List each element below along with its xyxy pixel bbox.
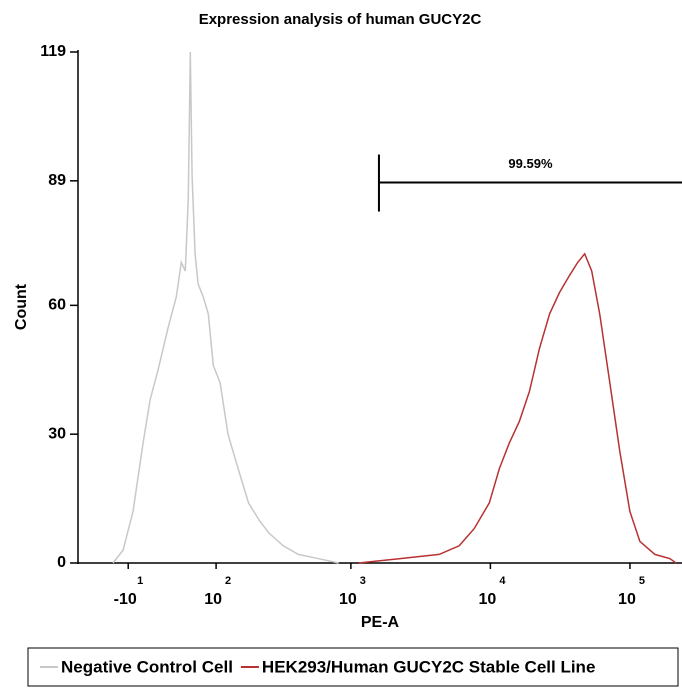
x-tick-label: 10 [204, 591, 222, 608]
x-tick-label: -10 [114, 591, 137, 608]
x-tick-label: 10 [339, 591, 357, 608]
y-tick-label: 89 [48, 172, 66, 189]
y-tick-label: 0 [57, 554, 66, 571]
x-tick-exponent: 3 [360, 575, 366, 587]
histogram-line [112, 51, 339, 564]
legend-label: HEK293/Human GUCY2C Stable Cell Line [262, 657, 595, 676]
legend-label: Negative Control Cell [61, 657, 233, 676]
gate-label: 99.59% [508, 156, 553, 171]
x-tick-label: 10 [478, 591, 496, 608]
histogram-line [358, 252, 677, 564]
x-tick-exponent: 5 [639, 575, 645, 587]
x-axis-label: PE-A [361, 614, 400, 631]
x-tick-exponent: 4 [499, 575, 506, 587]
y-tick-label: 119 [40, 43, 66, 60]
legend-box [27, 647, 679, 687]
chart-title: Expression analysis of human GUCY2C [199, 11, 482, 28]
y-tick-label: 60 [48, 297, 66, 314]
y-tick-label: 30 [48, 425, 66, 442]
x-tick-exponent: 1 [137, 575, 143, 587]
x-tick-exponent: 2 [225, 575, 231, 587]
y-axis-label: Count [13, 283, 30, 330]
x-tick-label: 10 [618, 591, 636, 608]
